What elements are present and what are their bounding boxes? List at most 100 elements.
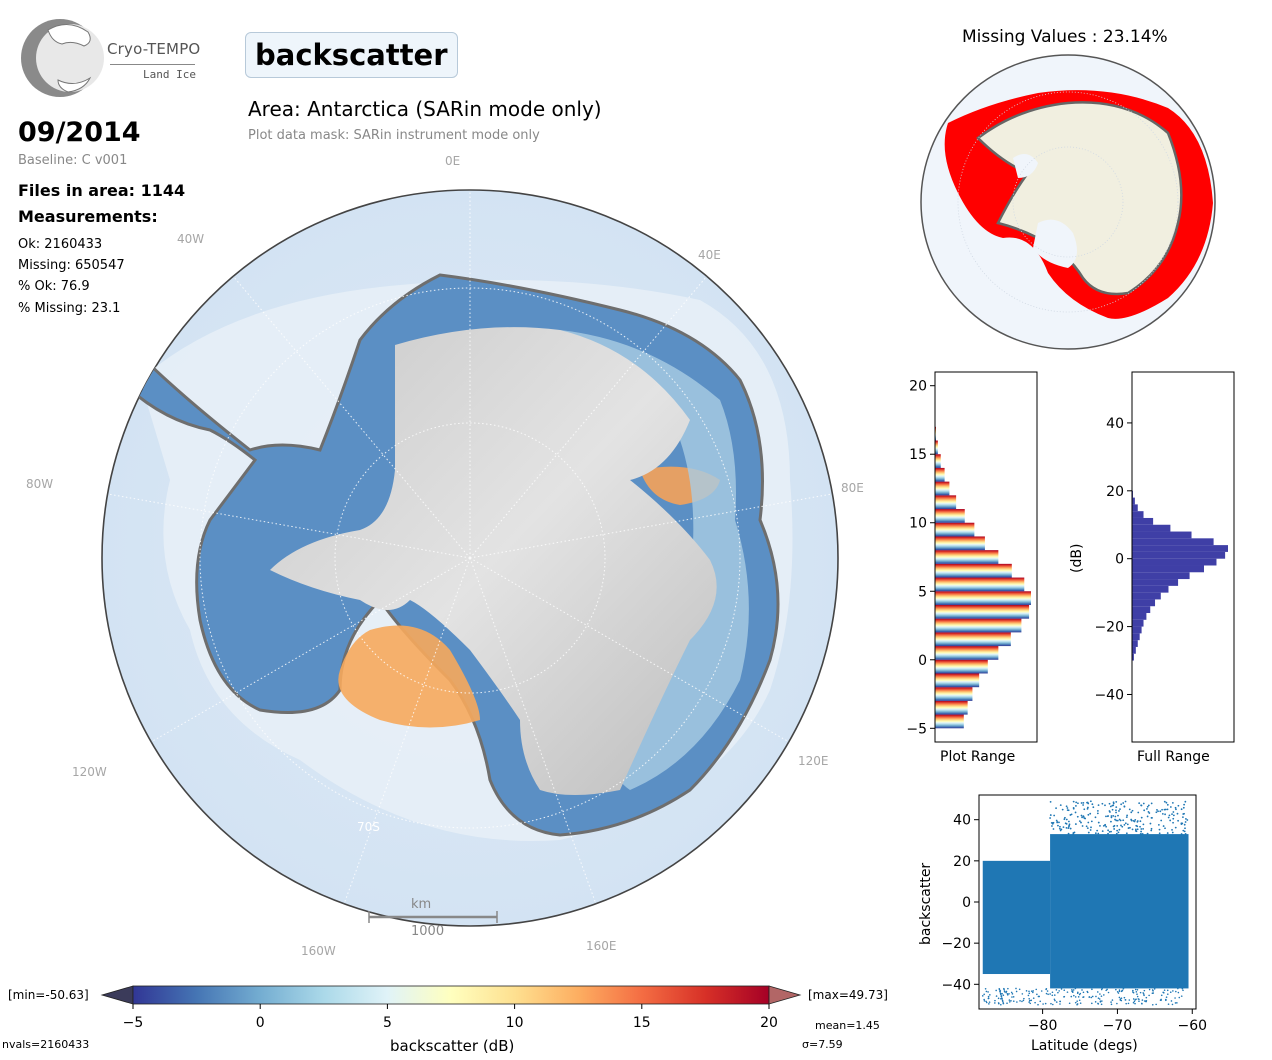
scatter-point — [1115, 832, 1118, 835]
scatter-point — [1184, 833, 1187, 835]
lon-label-160e: 160E — [586, 939, 617, 953]
scatter-point — [1049, 993, 1051, 995]
scatter-point — [1116, 991, 1119, 993]
scatter-point — [1112, 825, 1115, 828]
scatter-point — [1134, 818, 1137, 821]
scatter-point — [1110, 816, 1113, 819]
histogram-bar — [1132, 531, 1192, 539]
scatter-point — [1067, 827, 1070, 830]
scatter-point — [1105, 825, 1108, 828]
histogram-bar — [935, 522, 975, 537]
scatter-point — [1171, 831, 1174, 834]
scatter-point — [1075, 801, 1078, 804]
scatter-point — [1133, 820, 1136, 823]
scatter-point — [1101, 830, 1104, 833]
scatter-point — [1145, 996, 1148, 999]
histogram-bar — [1132, 653, 1134, 661]
scatter-point — [1005, 990, 1008, 993]
scatter-point — [1022, 999, 1025, 1002]
scatter-point — [1115, 809, 1117, 812]
scatter-point — [1165, 999, 1167, 1002]
scatter-point — [1136, 995, 1139, 998]
scatter-point — [1025, 990, 1028, 992]
scatter-point — [1125, 816, 1128, 819]
scatter-point — [1072, 807, 1075, 810]
scatter-point — [1109, 805, 1112, 808]
scatter-point — [1064, 816, 1066, 819]
full-range-ylabel: (dB) — [1069, 544, 1085, 573]
histogram-bar — [1132, 572, 1190, 580]
histogram-bar — [1132, 579, 1179, 586]
scatter-point — [1146, 805, 1149, 808]
scatter-point — [1174, 1002, 1177, 1004]
scatter-point — [1139, 820, 1142, 823]
scatter-point — [1036, 993, 1038, 996]
scatter-point — [1182, 806, 1185, 809]
missing-values-title: Missing Values : 23.14% — [962, 27, 1168, 47]
full-range-histogram: −40 −20 0 20 40 (dB) Full Range — [1069, 371, 1235, 765]
scatter-point — [1166, 832, 1169, 834]
scale-bar-unit: km — [411, 897, 431, 912]
scatter-xtick-label: −70 — [1103, 1018, 1133, 1034]
scatter-point — [1127, 827, 1130, 829]
baseline-label: Baseline: C v001 — [18, 153, 128, 168]
logo-divider — [110, 64, 195, 65]
scatter-point — [1110, 820, 1112, 823]
scatter-point — [1167, 816, 1170, 819]
scatter-point — [1142, 827, 1145, 830]
scatter-point — [1051, 822, 1054, 824]
lon-label-120w: 120W — [72, 765, 107, 779]
colorbar-label: backscatter (dB) — [390, 1037, 515, 1055]
scatter-point — [1107, 991, 1110, 994]
scatter-point — [1051, 991, 1054, 994]
full-range-frame — [1131, 371, 1235, 743]
scatter-point — [1094, 816, 1097, 819]
scatter-point — [1083, 817, 1086, 820]
sigma-label: σ=7.59 — [802, 1038, 843, 1051]
scatter-point — [1046, 990, 1049, 992]
scatter-point — [1028, 999, 1031, 1002]
scatter-point — [1003, 988, 1005, 991]
scatter-point — [1138, 802, 1141, 805]
histogram-bar — [1132, 619, 1144, 627]
histogram-bar — [1132, 551, 1226, 559]
scatter-point — [1076, 1003, 1079, 1005]
scatter-point — [1097, 804, 1100, 807]
scatter-point — [1177, 804, 1180, 807]
scatter-point — [1055, 807, 1057, 810]
scatter-point — [1176, 1002, 1178, 1004]
histogram-bar — [1132, 558, 1217, 566]
scatter-point — [1118, 996, 1121, 999]
scatter-ytick-label: −40 — [941, 977, 971, 993]
scatter-ylabel: backscatter — [918, 863, 934, 945]
scatter-point — [1117, 814, 1119, 817]
scatter-point — [989, 994, 991, 996]
scatter-point — [1034, 1001, 1036, 1004]
scatter-point — [1068, 1002, 1071, 1005]
scatter-point — [1090, 826, 1092, 829]
scatter-point — [1101, 802, 1104, 805]
files-in-area: Files in area: 1144 — [18, 181, 186, 200]
scatter-point — [1083, 808, 1086, 811]
coast-warm-patch-ross — [338, 625, 480, 728]
scatter-point — [1175, 990, 1177, 993]
scatter-point — [1065, 818, 1068, 821]
scatter-point — [1148, 994, 1150, 997]
scatter-point — [1158, 832, 1161, 835]
scatter-point — [1066, 991, 1069, 993]
colorbar-tick-label: 20 — [760, 1015, 778, 1031]
scatter-point — [1065, 826, 1068, 829]
scatter-point — [1012, 996, 1015, 998]
scatter-point — [1097, 997, 1100, 999]
scatter-point — [1182, 816, 1184, 819]
scatter-point — [1166, 989, 1169, 992]
colorbar-min-label: [min=-50.63] — [8, 988, 89, 1002]
scatter-point — [1091, 995, 1094, 998]
scatter-point — [1122, 819, 1125, 822]
scatter-point — [1107, 829, 1110, 832]
scatter-point — [1002, 994, 1005, 997]
scatter-point — [1142, 802, 1145, 805]
scatter-point — [1012, 1000, 1015, 1002]
scatter-point — [1182, 989, 1184, 992]
scatter-point — [994, 1002, 996, 1004]
